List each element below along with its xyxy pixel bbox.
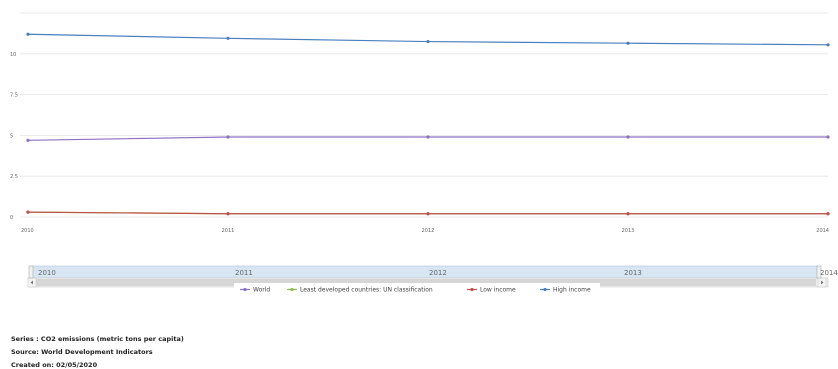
series-line [27, 33, 829, 46]
data-point[interactable] [226, 36, 230, 40]
navigator-label: 2012 [429, 269, 447, 277]
data-point[interactable] [626, 41, 630, 45]
data-point[interactable] [226, 135, 230, 139]
chevron-left-icon [30, 280, 33, 285]
chevron-right-icon [821, 280, 824, 285]
navigator-label: 2014 [820, 269, 838, 277]
footer-created: Created on: 02/05/2020 [11, 361, 98, 369]
x-tick-label: 2011 [222, 228, 235, 234]
data-point[interactable] [26, 210, 30, 214]
footer-source: Source: World Development Indicators [11, 348, 153, 356]
navigator-label: 2013 [624, 269, 642, 277]
data-point[interactable] [626, 212, 630, 216]
data-point[interactable] [826, 212, 830, 216]
y-tick-label: 10 [10, 52, 16, 58]
legend-label: Low income [480, 287, 516, 294]
x-axis-ticks: 2010 2011 2012 2013 2014 [21, 228, 829, 234]
data-point[interactable] [26, 138, 30, 142]
legend-label: World [253, 287, 270, 294]
footer-series: Series : CO2 emissions (metric tons per … [11, 335, 184, 343]
data-point[interactable] [426, 39, 430, 44]
x-tick-label: 2012 [422, 228, 435, 234]
legend-marker [290, 287, 294, 292]
x-tick-label: 2014 [816, 228, 829, 234]
data-point[interactable] [826, 43, 830, 47]
navigator-scroll-thumb[interactable] [36, 279, 816, 286]
x-tick-label: 2013 [622, 228, 635, 234]
navigator-selection[interactable] [31, 265, 819, 279]
navigator-handle-right[interactable] [816, 265, 822, 279]
navigator-handle-left[interactable] [28, 265, 34, 279]
y-tick-label: 7.5 [10, 93, 18, 99]
y-tick-label: 2.5 [10, 174, 18, 180]
y-tick-label: 5 [10, 133, 13, 139]
legend-marker [543, 287, 547, 292]
legend-item[interactable]: High income [540, 287, 591, 294]
legend-box [234, 283, 600, 295]
legend-marker [243, 287, 247, 292]
data-point[interactable] [826, 135, 830, 139]
data-point[interactable] [426, 135, 430, 139]
x-tick-label: 2010 [21, 228, 34, 234]
navigator-label: 2011 [235, 269, 253, 277]
legend: World Least developed countries: UN class… [234, 283, 600, 295]
data-point[interactable] [226, 212, 230, 216]
data-point[interactable] [626, 135, 630, 139]
y-tick-label: 0 [10, 215, 13, 221]
navigator-label: 2010 [38, 269, 56, 277]
legend-label: Least developed countries: UN classifica… [300, 287, 433, 294]
legend-item[interactable]: World [240, 287, 270, 294]
data-point[interactable] [426, 212, 430, 216]
legend-item[interactable]: Low income [467, 287, 516, 294]
data-point[interactable] [26, 32, 30, 36]
series-lines [26, 32, 830, 216]
legend-item[interactable]: Least developed countries: UN classifica… [287, 287, 433, 294]
legend-label: High income [553, 287, 591, 294]
y-axis-ticks: 0 2.5 5 7.5 10 [10, 52, 18, 221]
grid-lines [20, 12, 828, 218]
legend-marker [470, 287, 474, 292]
